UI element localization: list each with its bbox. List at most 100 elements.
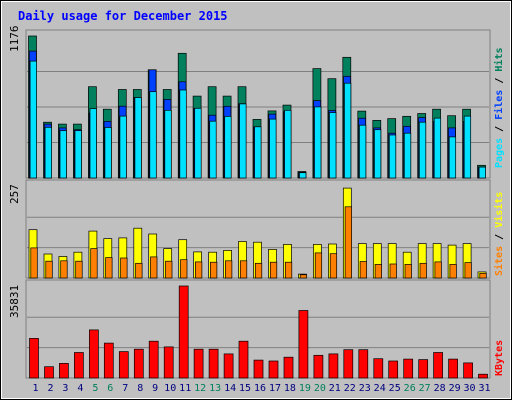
day-axis-labels: 1 2 3 4 5 6 7 8 9 10 11 12 13 14 15 16 17 18 19 20 21 22 23 24 2… xyxy=(32,383,490,394)
day-label-29: 29 xyxy=(449,383,461,394)
day-label-9: 9 xyxy=(152,383,158,394)
pages-bar-day-15 xyxy=(239,103,247,179)
sites-bar-day-26 xyxy=(404,264,412,279)
kbytes-bar-day-3 xyxy=(59,363,69,379)
pages-bar-day-6 xyxy=(104,127,112,179)
pages-bar-day-12 xyxy=(194,107,202,179)
legend-hits: Hits xyxy=(493,48,505,72)
day-label-15: 15 xyxy=(239,383,251,394)
kbytes-bar-day-12 xyxy=(193,348,204,379)
sites-bar-day-6 xyxy=(105,257,113,279)
kbytes-bar-day-16 xyxy=(253,359,264,379)
kbytes-bar-day-24 xyxy=(373,358,384,379)
day-label-26: 26 xyxy=(404,383,416,394)
legend-sites: Sites xyxy=(493,246,505,276)
day-label-19: 19 xyxy=(299,383,311,394)
sites-bar-day-30 xyxy=(464,262,472,279)
kbytes-ymax-label: 35831 xyxy=(8,285,21,318)
day-label-18: 18 xyxy=(284,383,296,394)
kbytes-bar-day-17 xyxy=(268,360,279,379)
pages-bar-day-10 xyxy=(164,109,172,179)
kbytes-bar-day-18 xyxy=(283,356,294,379)
day-label-7: 7 xyxy=(122,383,128,394)
pages-bar-day-22 xyxy=(344,82,352,179)
kbytes-bar-day-23 xyxy=(358,349,369,379)
pages-bar-day-19 xyxy=(299,172,307,179)
day-label-23: 23 xyxy=(359,383,371,394)
kbytes-bar-day-26 xyxy=(403,358,414,379)
kbytes-bar-day-11 xyxy=(178,285,189,379)
sites-bar-day-9 xyxy=(150,256,158,279)
kbytes-bar-day-29 xyxy=(448,358,458,379)
day-label-20: 20 xyxy=(314,383,326,394)
day-label-21: 21 xyxy=(329,383,341,394)
sites-bar-day-11 xyxy=(180,259,188,279)
pages-bar-day-25 xyxy=(388,134,397,179)
kbytes-bar-day-4 xyxy=(74,352,84,379)
kbytes-bar-day-27 xyxy=(418,359,429,379)
sites-bar-day-4 xyxy=(75,260,83,279)
legend-kbytes: KBytes xyxy=(494,340,505,376)
day-label-24: 24 xyxy=(374,383,386,394)
sites-bar-day-20 xyxy=(314,252,323,279)
sites-bar-day-8 xyxy=(135,262,143,279)
pages-bar-day-5 xyxy=(89,108,97,179)
sites-bar-day-14 xyxy=(225,260,233,279)
day-label-22: 22 xyxy=(344,383,356,394)
hits-bars xyxy=(28,35,486,179)
kbytes-bars xyxy=(29,285,488,379)
legend-files: Files xyxy=(493,90,505,120)
legend-slash-3: / xyxy=(494,234,505,240)
sites-bar-day-10 xyxy=(165,260,173,279)
day-label-2: 2 xyxy=(47,383,53,394)
sites-bar-day-13 xyxy=(210,261,218,279)
kbytes-bar-day-28 xyxy=(433,352,443,379)
kbytes-bar-day-6 xyxy=(103,342,114,379)
pages-bar-day-28 xyxy=(433,117,442,179)
hits-legend: Pages / Files / Hits xyxy=(493,48,505,169)
kbytes-bar-day-5 xyxy=(89,329,99,379)
kbytes-panel: 35831 KBytes xyxy=(8,279,505,379)
day-label-17: 17 xyxy=(269,383,281,394)
pages-bar-day-3 xyxy=(59,130,67,179)
visits-bars xyxy=(28,187,487,279)
sites-bar-day-21 xyxy=(329,253,338,279)
day-label-4: 4 xyxy=(77,383,83,394)
sites-bar-day-18 xyxy=(284,261,293,279)
pages-bar-day-1 xyxy=(29,60,37,179)
visits-legend: Sites / Visits xyxy=(493,192,505,276)
day-label-1: 1 xyxy=(32,383,38,394)
sites-bar-day-7 xyxy=(120,257,128,279)
sites-bar-day-31 xyxy=(479,272,487,279)
pages-bar-day-30 xyxy=(463,115,472,179)
kbytes-bar-day-19 xyxy=(298,310,309,379)
kbytes-bar-day-15 xyxy=(238,340,249,379)
sites-bar-day-15 xyxy=(239,260,248,279)
sites-bar-day-5 xyxy=(90,248,98,279)
pages-bar-day-2 xyxy=(44,126,52,179)
sites-bar-day-3 xyxy=(60,260,68,279)
sites-bar-day-25 xyxy=(389,263,397,279)
hits-files-pages-panel: 1176 Pages / Files / Hits xyxy=(8,26,505,179)
sites-bar-day-28 xyxy=(434,261,442,279)
outer-frame-highlight xyxy=(1,1,511,399)
day-label-25: 25 xyxy=(389,383,401,394)
day-label-6: 6 xyxy=(107,383,113,394)
pages-bar-day-14 xyxy=(224,116,232,179)
pages-bar-day-17 xyxy=(269,118,277,179)
visits-ymax-label: 257 xyxy=(8,184,21,204)
pages-bar-day-27 xyxy=(418,121,427,179)
day-label-3: 3 xyxy=(62,383,68,394)
kbytes-bar-day-13 xyxy=(208,348,219,379)
day-label-11: 11 xyxy=(179,383,191,394)
pages-bar-day-24 xyxy=(374,129,382,179)
pages-bar-day-13 xyxy=(209,120,217,179)
day-label-30: 30 xyxy=(463,383,475,394)
day-label-28: 28 xyxy=(434,383,446,394)
sites-bar-day-29 xyxy=(449,264,457,279)
sites-bar-day-24 xyxy=(374,264,382,279)
kbytes-bar-day-21 xyxy=(328,353,339,379)
sites-bar-day-19 xyxy=(299,274,308,279)
legend-pages: Pages xyxy=(494,138,505,168)
